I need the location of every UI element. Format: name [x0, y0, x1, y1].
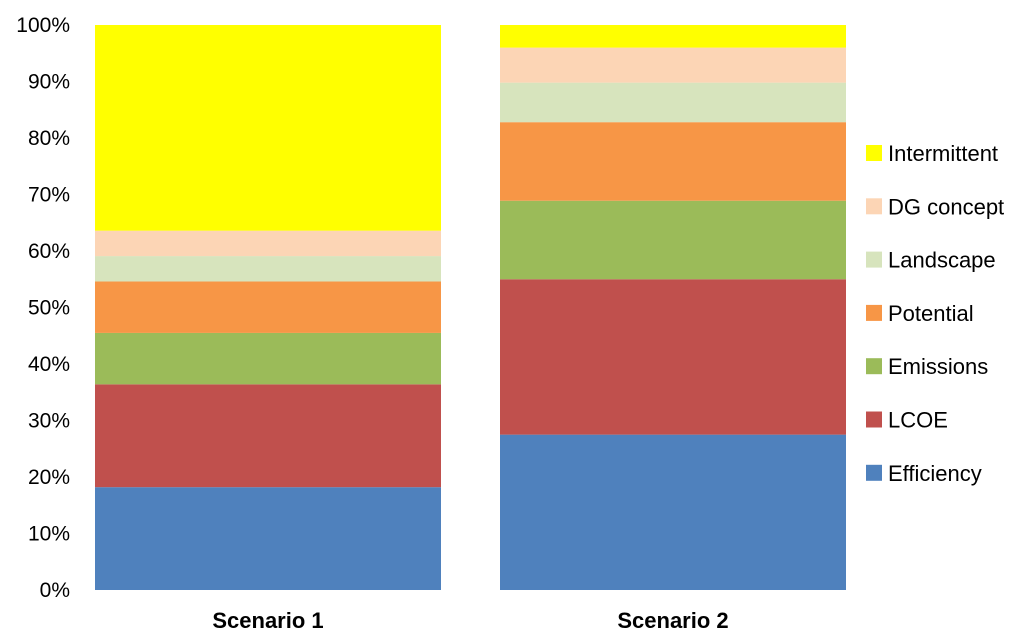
legend-swatch [866, 464, 882, 481]
y-tick-label: 40% [28, 353, 70, 376]
legend-label: LCOE [888, 408, 948, 433]
category-label: Scenario 1 [212, 608, 323, 632]
legend-swatch [866, 304, 882, 321]
bar-segment-lcoe [95, 384, 441, 488]
bar-segment-potential [500, 122, 846, 201]
legend-label: Intermittent [888, 141, 998, 166]
y-tick-label: 100% [16, 14, 70, 37]
legend-swatch [866, 358, 882, 375]
y-tick-label: 60% [28, 240, 70, 263]
category-labels: Scenario 1 Scenario 2 [212, 608, 728, 632]
legend-label: Emissions [888, 354, 988, 379]
bar-segment-potential [95, 281, 441, 333]
y-axis: 0% 10% 20% 30% 40% 50% 60% 70% 80% 90% 100% [16, 14, 70, 602]
y-tick-label: 50% [28, 297, 70, 320]
y-tick-label: 20% [28, 466, 70, 489]
legend-label: Landscape [888, 248, 996, 273]
bar-segment-intermittent [95, 25, 441, 231]
bar-segment-intermittent [500, 25, 846, 48]
y-tick-label: 0% [40, 579, 70, 602]
bar-segment-emissions [500, 200, 846, 280]
legend-swatch [866, 411, 882, 428]
bar-segment-lcoe [500, 279, 846, 435]
legend-label: DG concept [888, 194, 1004, 219]
bar-segment-landscape [500, 82, 846, 123]
y-tick-label: 30% [28, 410, 70, 433]
y-tick-label: 90% [28, 71, 70, 94]
bar-segment-efficiency [500, 434, 846, 590]
y-tick-label: 10% [28, 523, 70, 546]
bar-segment-emissions [95, 332, 441, 385]
bar-segment-efficiency [95, 487, 441, 590]
legend-label: Efficiency [888, 461, 982, 486]
legend-swatch [866, 145, 882, 161]
bar-segment-dg-concept [95, 230, 441, 257]
bar-segment-landscape [95, 256, 441, 282]
legend-swatch [866, 198, 882, 215]
legend: Intermittent DG concept Landscape Potential… [866, 141, 1004, 486]
bar-segment-dg-concept [500, 47, 846, 83]
legend-label: Potential [888, 301, 974, 326]
legend-swatch [866, 251, 882, 268]
category-label: Scenario 2 [617, 608, 728, 632]
bars [95, 25, 846, 590]
y-tick-label: 70% [28, 184, 70, 207]
y-tick-label: 80% [28, 127, 70, 150]
